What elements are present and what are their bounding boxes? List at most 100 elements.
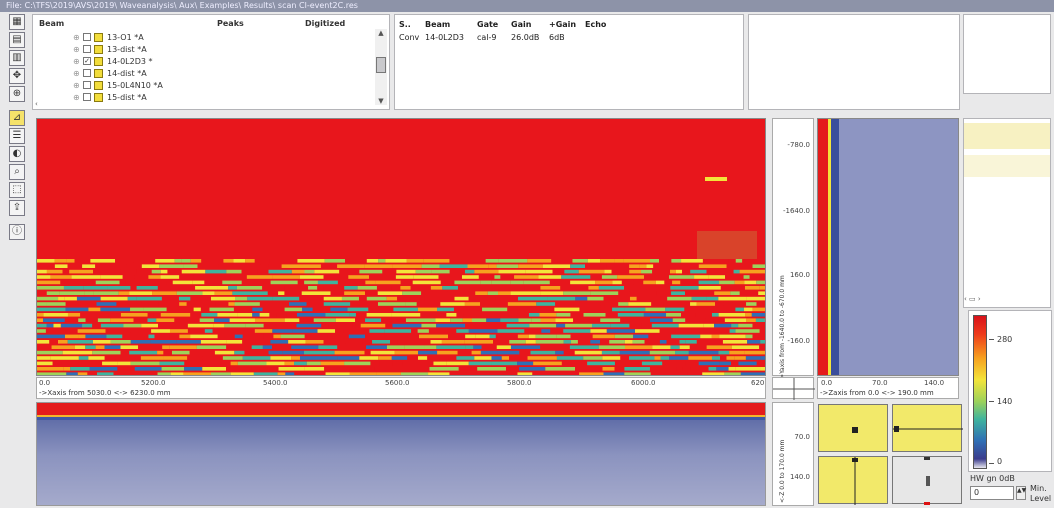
- scan-cell: [662, 361, 686, 366]
- scan-cell: [60, 329, 78, 333]
- move-icon[interactable]: ✥: [9, 68, 25, 84]
- cursor-crosshair-box[interactable]: [772, 377, 815, 400]
- thumbnail-bottom-right[interactable]: [892, 456, 962, 505]
- beam-list-item[interactable]: ⊕ 15-dist *A: [73, 91, 163, 103]
- palette-icon[interactable]: ◐: [9, 146, 25, 162]
- scan-cell: [241, 280, 271, 285]
- table-icon[interactable]: ▤: [9, 32, 25, 48]
- scan-cell: [652, 269, 670, 274]
- scan-cell: [284, 307, 303, 312]
- side-scan-view[interactable]: [817, 118, 959, 376]
- scan-cell: [396, 269, 416, 274]
- thumbnail-top-right[interactable]: [892, 404, 963, 452]
- scan-cell: [120, 313, 148, 317]
- beam-checkbox[interactable]: [83, 33, 91, 41]
- scan-cell: [190, 334, 218, 339]
- scan-cell: [670, 345, 680, 349]
- level-label: Level: [1030, 494, 1052, 503]
- info-icon[interactable]: ⓘ: [9, 224, 25, 240]
- tree-expand-icon[interactable]: ⊕: [73, 32, 80, 42]
- settings-value-row[interactable]: Conv 14-0L2D3 cal-9 26.0dB 6dB: [399, 33, 615, 42]
- scan-cell: [370, 361, 380, 366]
- scan-cell: [343, 329, 370, 333]
- scan-cell: [317, 280, 338, 285]
- scan-cell: [726, 264, 753, 268]
- layers-icon[interactable]: ☰: [9, 128, 25, 144]
- beam-list-item[interactable]: ⊕ 13-O1 *A: [73, 31, 163, 43]
- scan-cell: [556, 313, 571, 317]
- zoom-icon[interactable]: ⊕: [9, 86, 25, 102]
- beam-checkbox[interactable]: [83, 81, 91, 89]
- scan-cell: [430, 286, 443, 290]
- layout-icon[interactable]: ▥: [9, 50, 25, 66]
- scan-cell: [262, 307, 285, 312]
- scan-cell: [275, 323, 297, 328]
- bscan-view[interactable]: [36, 402, 766, 506]
- spinner-icon[interactable]: ▲▼: [1016, 486, 1026, 500]
- digitized-column-header[interactable]: Digitized: [305, 19, 346, 28]
- beam-list-item[interactable]: ⊕ 13-dist *A: [73, 43, 163, 55]
- peaks-column-header[interactable]: Peaks: [217, 19, 244, 28]
- scan-cell: [179, 334, 191, 339]
- scan-cell: [629, 291, 657, 295]
- beam-checkbox[interactable]: [83, 69, 91, 77]
- bottom-z-axis-bar[interactable]: <-Z 0.0 to 170.0 mm 70.0 140.0: [772, 402, 814, 506]
- thumbnail-top-left[interactable]: [818, 404, 888, 452]
- x-axis-bar[interactable]: ->Xaxis from 5030.0 <-> 6230.0 mm 0.0 520…: [36, 377, 766, 399]
- scan-cell: [76, 296, 101, 301]
- scan-cell: [372, 340, 391, 344]
- beam-list-item[interactable]: ⊕ ✓ 14-0L2D3 *: [73, 55, 163, 67]
- beam-checkbox[interactable]: [83, 45, 91, 53]
- beam-list-scrollbar[interactable]: ▲ ▼: [375, 29, 387, 105]
- scan-cell: [746, 318, 756, 322]
- scan-cell: [669, 269, 676, 274]
- z-axis-bar[interactable]: ->Zaxis from 0.0 <-> 190.0 mm 0.0 70.0 140…: [817, 377, 959, 399]
- beam-color-swatch: [94, 92, 103, 102]
- tree-expand-icon[interactable]: ⊕: [73, 56, 80, 66]
- search-icon[interactable]: ⌕: [9, 164, 25, 180]
- thumbnail-bottom-left[interactable]: [818, 456, 888, 505]
- tree-expand-icon[interactable]: ⊕: [73, 80, 80, 90]
- beam-column-header[interactable]: Beam: [39, 19, 65, 28]
- export-icon[interactable]: ⇪: [9, 200, 25, 216]
- scroll-down-icon[interactable]: ▼: [378, 97, 384, 105]
- y-axis-bar[interactable]: ->Yaxis from -1640.0 to -670.0 mm -780.0…: [772, 118, 814, 381]
- right-strip-scrollbar[interactable]: ‹ ▭ ›: [964, 295, 981, 303]
- scan-cell: [696, 302, 716, 306]
- scan-cell: [97, 318, 111, 322]
- scan-cell: [226, 269, 242, 274]
- scan-cell: [720, 286, 745, 290]
- beam-checkbox[interactable]: ✓: [83, 57, 91, 65]
- scan-cell: [517, 296, 548, 301]
- scroll-up-icon[interactable]: ▲: [378, 29, 384, 37]
- tree-expand-icon[interactable]: ⊕: [73, 92, 80, 102]
- colorbar-gradient: [973, 315, 987, 469]
- beam-list-item[interactable]: ⊕ 14-dist *A: [73, 67, 163, 79]
- scan-cell: [601, 350, 620, 355]
- beam-list-item[interactable]: ⊕ 15-0L4N10 *A: [73, 79, 163, 91]
- scan-cell: [498, 259, 528, 263]
- scroll-thumb[interactable]: [376, 57, 386, 73]
- scan-cell: [629, 323, 642, 328]
- beam-checkbox[interactable]: [83, 93, 91, 101]
- scan-cell: [554, 307, 580, 312]
- scan-cell: [74, 345, 86, 349]
- scan-cell: [437, 307, 454, 312]
- scan-cell: [519, 350, 531, 355]
- scan-cell: [161, 296, 179, 301]
- scan-cell: [241, 269, 258, 274]
- select-icon[interactable]: ⬚: [9, 182, 25, 198]
- grid-icon[interactable]: ▦: [9, 14, 25, 30]
- scan-cell: [329, 340, 346, 344]
- tree-expand-icon[interactable]: ⊕: [73, 44, 80, 54]
- beam-list-hscrollbar[interactable]: ‹: [35, 100, 38, 108]
- scan-cell: [386, 345, 405, 349]
- cscan-view[interactable]: [36, 118, 766, 376]
- min-level-input[interactable]: 0: [970, 486, 1014, 500]
- scan-cell: [117, 361, 131, 366]
- scan-cell: [157, 372, 171, 375]
- scan-cell: [174, 259, 182, 263]
- x-axis-caption: ->Xaxis from 5030.0 <-> 6230.0 mm: [39, 389, 171, 397]
- tree-expand-icon[interactable]: ⊕: [73, 68, 80, 78]
- ruler-icon[interactable]: ⊿: [9, 110, 25, 126]
